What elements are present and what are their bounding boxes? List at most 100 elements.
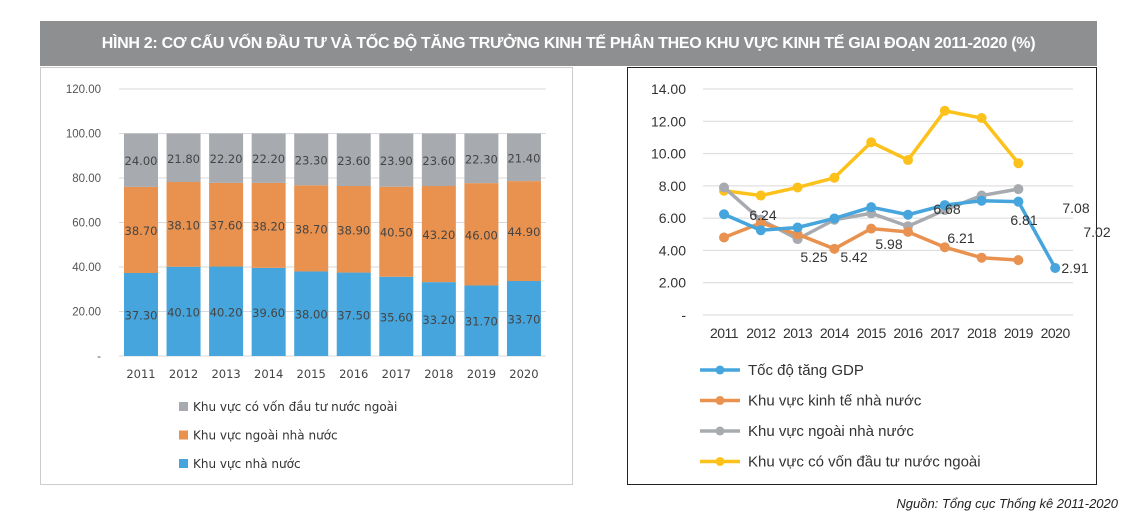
data-point [755,225,766,236]
bar-segment [421,282,456,356]
y-tick-label: 20.00 [72,307,101,319]
x-tick-label: 2020 [1041,325,1071,341]
data-label: 40.50 [380,226,413,240]
x-tick-label: 2016 [893,325,923,341]
data-point [1013,158,1024,169]
data-label: 22.30 [465,152,498,166]
data-label: 40.20 [210,305,243,319]
legend-swatch [179,430,188,440]
y-tick-label: 8.00 [659,178,686,194]
data-point [903,226,913,237]
data-label: 23.30 [295,153,328,167]
data-point [719,232,729,243]
bar-segment [166,266,201,356]
data-label: 33.20 [422,313,455,327]
data-label: 5.42 [840,249,867,265]
x-tick-label: 2019 [467,367,496,381]
data-point [866,223,877,234]
legend-label: Tốc độ tăng GDP [748,362,864,379]
x-tick-label: 2019 [1004,325,1034,341]
bar-segment [506,133,541,182]
data-point [976,252,987,263]
data-point [1013,255,1024,266]
bar-segment [421,186,456,283]
y-tick-label: 10.00 [651,146,686,162]
bar-segment [421,133,456,187]
data-label: 7.02 [1083,224,1110,240]
data-point [719,209,729,220]
bar-segment [124,186,158,274]
data-label: 43.20 [422,228,455,242]
legend-marker [715,457,725,466]
y-tick-label: 40.00 [72,262,101,274]
y-tick-label: 14.00 [651,81,686,97]
data-point [903,155,913,166]
y-tick-label: 2.00 [659,275,686,291]
data-label: 37.50 [337,308,370,322]
data-label: 38.00 [295,308,328,322]
bar-segment [336,272,371,356]
data-label: 21.80 [167,152,200,166]
data-point [829,243,840,254]
x-tick-label: 2017 [930,325,960,341]
bar-segment [464,285,499,356]
y-tick-label: 100.00 [66,129,101,141]
bar-segment [166,182,201,267]
bar-segment [251,182,286,268]
x-tick-label: 2018 [424,367,453,381]
data-label: 22.20 [210,152,243,166]
y-tick-label: 4.00 [659,242,686,258]
data-label: 35.60 [380,310,413,324]
data-point [939,242,950,253]
data-point [1013,184,1024,195]
y-tick-label: - [681,307,686,323]
data-point [792,182,803,193]
data-label: 38.20 [252,219,285,233]
legend-label: Khu vực có vốn đầu tư nước ngoài [748,454,981,471]
bar-segment [209,182,244,267]
bar-segment [506,181,541,282]
legend-label: Khu vực kinh tế nhà nước [748,393,922,410]
series-line [723,198,1057,269]
data-point [1050,263,1061,274]
data-label: 31.70 [465,315,498,329]
x-tick-label: 2018 [967,325,997,341]
data-label: 40.10 [167,305,200,319]
data-label: 33.70 [507,313,540,327]
data-label: 39.60 [252,306,285,320]
data-label: 44.90 [507,225,540,239]
bar-chart-panel [40,67,573,485]
legend-swatch [179,402,188,411]
data-label: 38.10 [167,218,200,232]
legend-swatch [179,459,188,468]
legend-label: Khu vực ngoài nhà nước [193,429,338,443]
legend-label: Khu vực có vốn đầu tư nước ngoài [193,400,397,414]
data-label: 6.24 [749,207,776,223]
data-point [755,217,766,228]
data-label: 24.00 [125,154,158,168]
data-point [866,137,877,148]
data-label: 6.21 [947,230,974,246]
data-point [866,202,877,213]
bar-segment [336,186,371,273]
bar-segment [124,273,158,356]
data-label: 5.98 [875,236,902,252]
data-point [719,182,729,193]
bar-segment [379,133,414,187]
bar-segment [294,133,329,186]
bar-segment [124,133,158,187]
bar-segment [294,271,329,356]
data-label: 5.25 [800,249,827,265]
data-point [976,195,987,206]
legend-marker [715,426,725,436]
x-tick-label: 2014 [254,367,283,381]
data-point [903,209,913,220]
data-label: 38.70 [295,222,328,236]
data-label: 6.81 [1010,212,1037,228]
y-tick-label: 6.00 [659,210,686,226]
x-tick-label: 2016 [339,367,368,381]
legend-label: Khu vực ngoài nhà nước [748,423,914,440]
bar-segment [209,266,244,356]
data-label: 37.30 [125,309,158,323]
x-tick-label: 2017 [382,367,411,381]
